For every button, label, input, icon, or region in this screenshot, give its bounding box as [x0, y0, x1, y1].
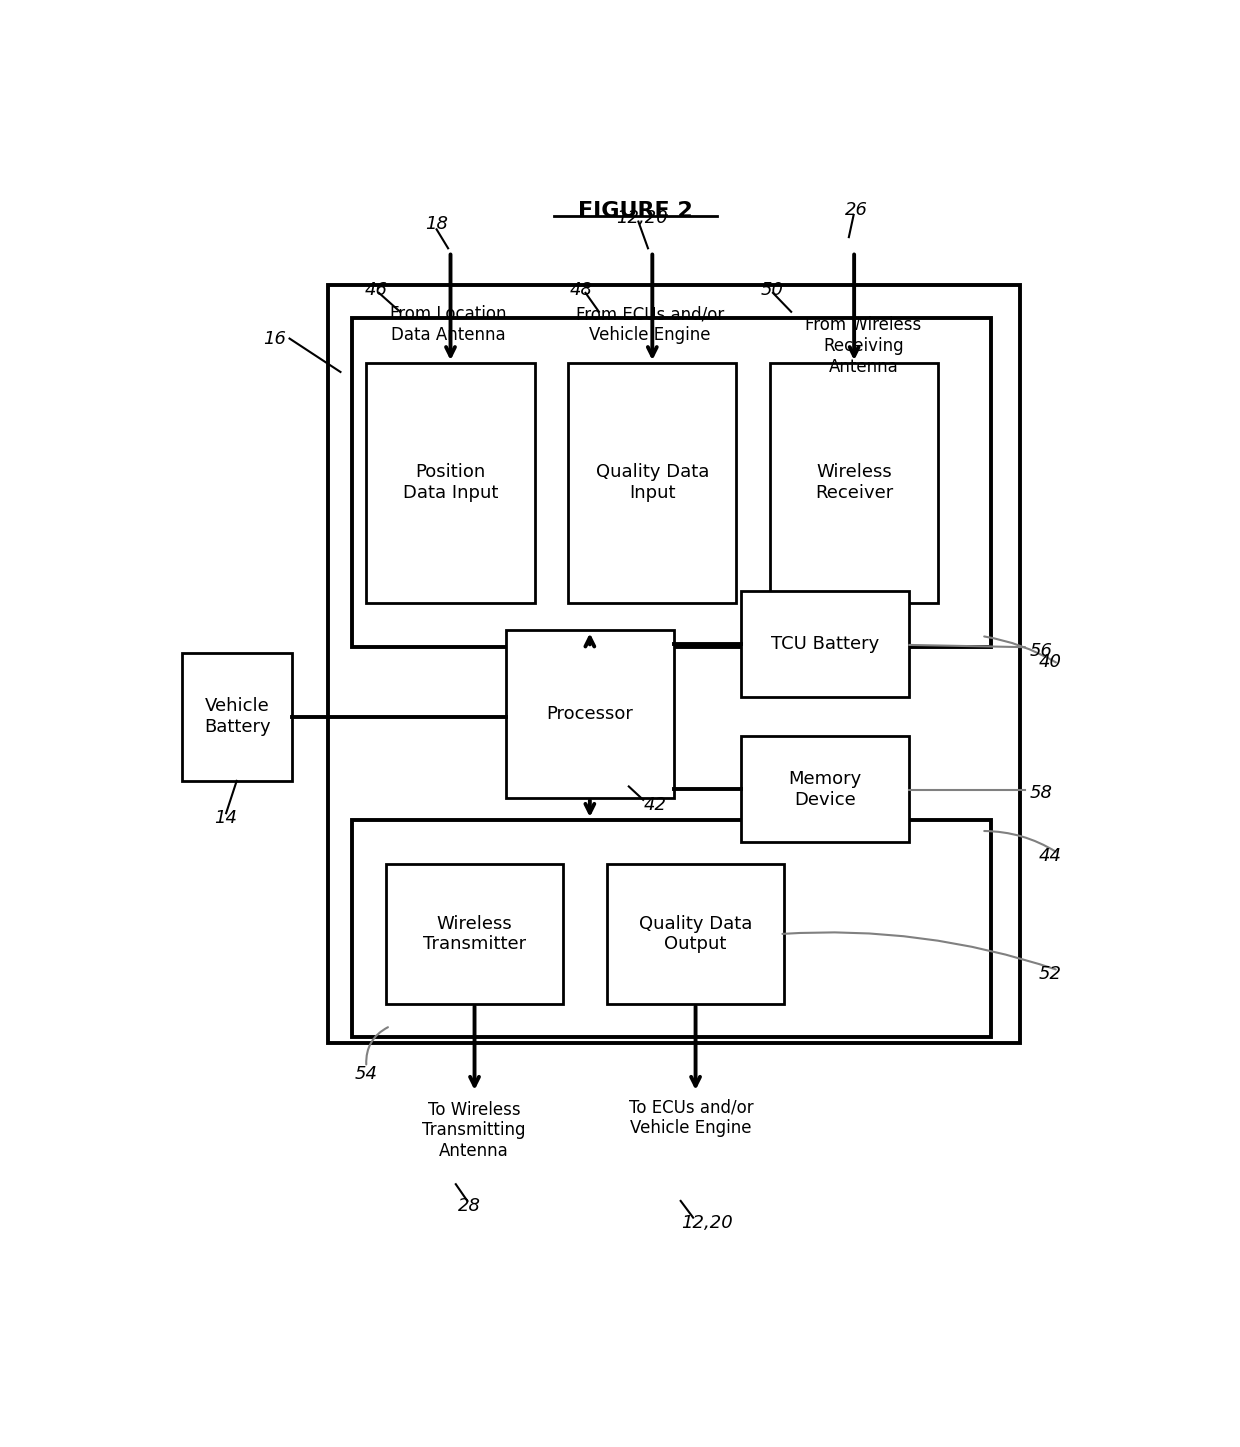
Text: 18: 18	[425, 214, 448, 233]
Bar	[386, 864, 563, 1004]
Text: To Wireless
Transmitting
Antenna: To Wireless Transmitting Antenna	[423, 1101, 526, 1160]
Text: Wireless
Receiver: Wireless Receiver	[815, 463, 893, 502]
Text: 26: 26	[844, 201, 868, 220]
Text: To ECUs and/or
Vehicle Engine: To ECUs and/or Vehicle Engine	[629, 1098, 754, 1137]
Text: 56: 56	[1029, 641, 1053, 660]
Text: Quality Data
Output: Quality Data Output	[639, 915, 753, 954]
Text: 42: 42	[644, 796, 666, 815]
Text: 16: 16	[263, 330, 285, 347]
Text: Vehicle
Battery: Vehicle Battery	[203, 697, 270, 737]
Bar	[742, 592, 909, 697]
Bar	[506, 631, 675, 797]
Bar	[742, 737, 909, 842]
Text: 54: 54	[355, 1065, 378, 1082]
Text: Quality Data
Input: Quality Data Input	[595, 463, 709, 502]
Text: 12,20: 12,20	[616, 210, 668, 227]
Bar	[352, 318, 991, 647]
Bar	[606, 864, 785, 1004]
Text: 44: 44	[1039, 846, 1063, 864]
Bar	[182, 653, 293, 781]
Text: 46: 46	[365, 281, 387, 298]
Text: From Wireless
Receiving
Antenna: From Wireless Receiving Antenna	[805, 317, 921, 376]
Text: 28: 28	[458, 1198, 481, 1215]
Text: 48: 48	[570, 281, 593, 298]
Text: Memory
Device: Memory Device	[789, 770, 862, 809]
Text: 58: 58	[1029, 784, 1053, 802]
Text: Position
Data Input: Position Data Input	[403, 463, 498, 502]
Text: 50: 50	[760, 281, 784, 298]
Text: TCU Battery: TCU Battery	[771, 635, 879, 654]
Text: Processor: Processor	[547, 705, 634, 724]
Bar	[352, 820, 991, 1037]
Text: 12,20: 12,20	[681, 1214, 733, 1233]
Text: FIGURE 2: FIGURE 2	[578, 201, 693, 221]
Bar	[367, 363, 534, 602]
Text: 14: 14	[215, 809, 238, 826]
Text: 40: 40	[1039, 653, 1063, 670]
Text: From ECUs and/or
Vehicle Engine: From ECUs and/or Vehicle Engine	[575, 305, 724, 344]
Bar	[770, 363, 939, 602]
Text: Wireless
Transmitter: Wireless Transmitter	[423, 915, 526, 954]
Bar	[568, 363, 737, 602]
Text: 52: 52	[1039, 965, 1063, 983]
Text: From Location
Data Antenna: From Location Data Antenna	[389, 305, 506, 344]
Bar	[327, 285, 1019, 1043]
